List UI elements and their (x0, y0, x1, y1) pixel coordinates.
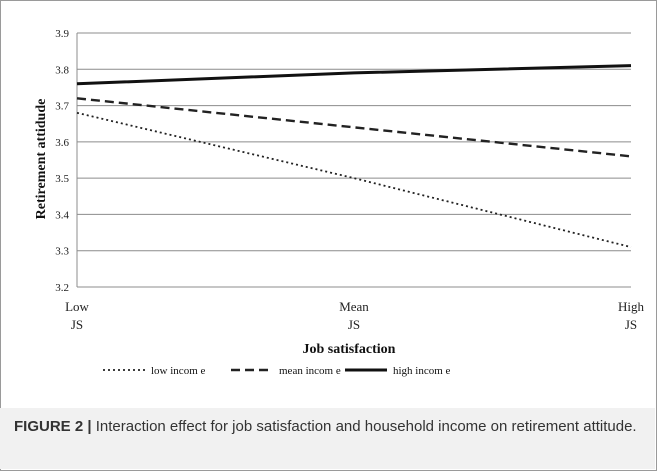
series-lines (76, 64, 632, 248)
y-tick-label: 3.9 (55, 28, 69, 40)
y-tick-label: 3.7 (55, 101, 69, 113)
legend-label: mean incom e (279, 365, 341, 377)
y-tick-label: 3.8 (55, 64, 69, 76)
caption-label: FIGURE 2 | (14, 418, 92, 435)
y-tick-label: 3.6 (55, 137, 69, 149)
caption-text: Interaction effect for job satisfaction … (91, 418, 637, 435)
x-tick-label: High JS (618, 299, 645, 332)
y-tick-label: 3.5 (55, 173, 69, 185)
line-chart: 3.2 3.3 3.4 3.5 3.6 3.7 3.8 3.9 Low JS Mean JS High… (34, 28, 645, 377)
x-tick-label: Low JS (65, 299, 89, 332)
legend: low incom e mean incom e high incom e (103, 365, 451, 377)
y-tick-label: 3.3 (55, 246, 69, 258)
y-axis-ticks: 3.2 3.3 3.4 3.5 3.6 3.7 3.8 3.9 (55, 28, 69, 294)
series-line (76, 111, 632, 248)
figure-caption: FIGURE 2 | Interaction effect for job sa… (0, 408, 655, 469)
x-axis-title: Job satisfaction (303, 342, 396, 357)
legend-label: high incom e (393, 365, 451, 377)
y-axis-title: Retirement attidude (34, 99, 49, 220)
x-tick-label: Mean JS (339, 299, 369, 332)
series-line (76, 97, 632, 158)
y-tick-label: 3.2 (55, 282, 69, 294)
series-line (76, 64, 632, 86)
y-tick-label: 3.4 (55, 209, 69, 221)
gridlines (76, 32, 631, 288)
legend-label: low incom e (151, 365, 205, 377)
x-axis-ticks: Low JS Mean JS High JS (65, 299, 644, 332)
